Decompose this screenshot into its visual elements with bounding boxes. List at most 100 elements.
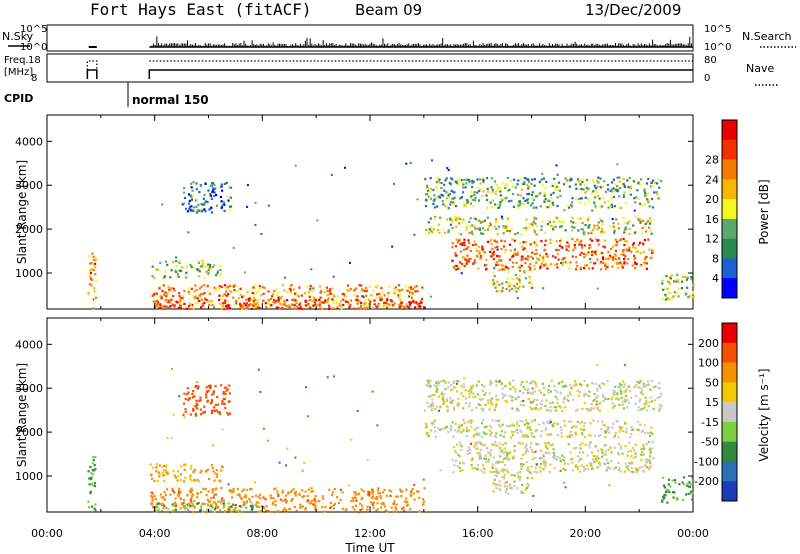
radar-cell <box>598 384 601 387</box>
radar-cell <box>632 224 635 227</box>
radar-cell <box>648 226 651 229</box>
radar-cell <box>165 471 168 474</box>
radar-cell <box>459 267 462 270</box>
radar-cell <box>249 487 252 491</box>
radar-cell <box>436 388 439 391</box>
radar-cell <box>551 184 554 187</box>
radar-cell <box>602 256 605 259</box>
radar-cell <box>530 193 533 197</box>
radar-cell <box>649 447 652 450</box>
radar-cell <box>502 477 506 480</box>
radar-cell <box>304 508 307 511</box>
radar-cell <box>480 435 484 438</box>
radar-cell <box>518 442 521 445</box>
radar-cell <box>244 304 247 307</box>
radar-cell <box>512 379 515 382</box>
radar-cell <box>88 254 91 257</box>
radar-cell <box>459 243 462 246</box>
radar-cell <box>509 383 512 386</box>
radar-cell <box>442 403 445 406</box>
radar-cell <box>616 190 619 193</box>
radar-cell <box>500 215 503 218</box>
radar-cell <box>546 267 549 270</box>
radar-cell <box>467 390 470 393</box>
radar-cell <box>670 297 673 300</box>
radar-cell <box>418 302 421 305</box>
radar-cell <box>478 457 481 461</box>
radar-cell <box>212 187 215 190</box>
radar-cell <box>489 191 492 194</box>
radar-cell <box>203 203 206 206</box>
radar-cell <box>650 181 653 184</box>
radar-cell <box>182 295 185 298</box>
radar-cell <box>257 495 260 498</box>
radar-cell <box>475 433 478 436</box>
radar-cell <box>425 229 428 232</box>
radar-cell <box>510 199 513 202</box>
radar-cell <box>443 231 446 234</box>
radar-cell <box>638 400 641 403</box>
radar-cell <box>567 420 570 423</box>
radar-cell <box>155 503 158 506</box>
radar-cell <box>436 228 439 232</box>
radar-cell <box>215 193 218 197</box>
radar-cell <box>623 260 626 264</box>
radar-cell <box>357 511 360 514</box>
radar-cell <box>453 196 456 199</box>
radar-cell <box>199 265 202 268</box>
radar-cell <box>479 257 482 260</box>
radar-cell <box>469 419 472 422</box>
radar-cell <box>187 304 191 308</box>
radar-cell <box>458 424 461 427</box>
radar-cell <box>575 446 578 449</box>
radar-cell <box>540 391 543 394</box>
radar-cell <box>603 462 606 465</box>
radar-cell <box>643 191 647 194</box>
radar-cell <box>483 426 486 429</box>
radar-cell <box>623 184 626 187</box>
radar-cell <box>626 262 629 265</box>
radar-cell <box>512 184 515 187</box>
radar-cell <box>219 480 222 483</box>
radar-cell <box>354 497 357 500</box>
radar-cell <box>549 421 552 423</box>
radar-cell <box>599 186 602 189</box>
radar-cell <box>494 467 497 470</box>
radar-cell <box>94 265 97 269</box>
velocity-colorbar-label: Velocity [m s⁻¹] <box>757 368 771 461</box>
radar-cell <box>504 481 507 484</box>
radar-cell <box>626 222 629 225</box>
radar-cell <box>289 291 292 294</box>
radar-cell <box>629 184 632 187</box>
radar-cell <box>314 504 317 507</box>
radar-cell <box>625 427 628 430</box>
radar-cell <box>568 391 571 394</box>
radar-cell <box>587 251 590 254</box>
radar-cell <box>524 452 527 455</box>
radar-cell <box>576 408 579 411</box>
radar-cell <box>243 271 246 274</box>
radar-cell <box>276 293 279 297</box>
radar-cell <box>326 289 329 293</box>
radar-cell <box>158 472 161 475</box>
radar-cell <box>680 280 684 283</box>
radar-cell <box>189 477 192 480</box>
radar-cell <box>454 429 457 432</box>
radar-cell <box>593 399 596 402</box>
radar-cell <box>551 443 554 446</box>
radar-cell <box>260 505 263 508</box>
radar-cell <box>264 498 267 501</box>
radar-cell <box>426 379 429 382</box>
radar-cell <box>604 257 607 260</box>
radar-cell <box>377 492 380 495</box>
radar-cell <box>456 465 459 468</box>
radar-cell <box>569 261 572 264</box>
radar-cell <box>251 507 254 510</box>
radar-cell <box>579 444 582 447</box>
radar-cell <box>366 305 369 308</box>
radar-cell <box>221 497 224 500</box>
radar-cell <box>414 285 417 288</box>
radar-cell <box>644 401 648 404</box>
radar-cell <box>629 436 632 439</box>
radar-cell <box>336 306 339 309</box>
